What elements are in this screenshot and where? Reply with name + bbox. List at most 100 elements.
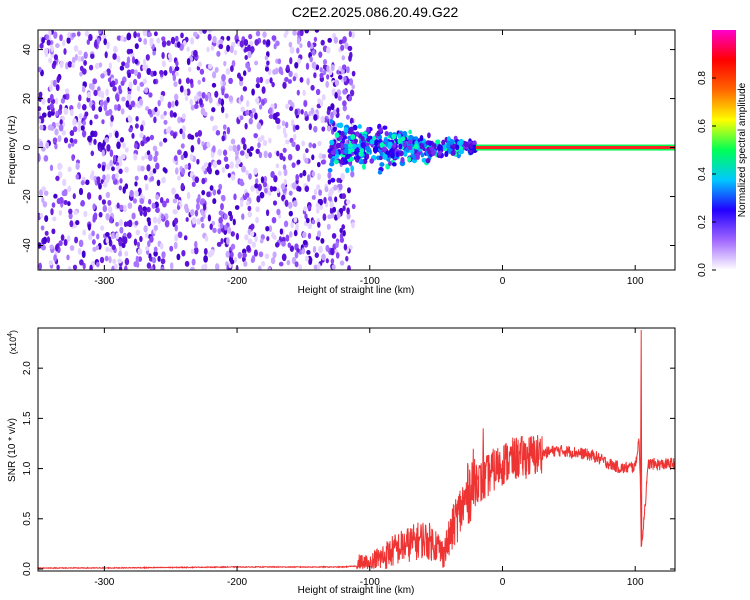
heatmap-cell	[146, 150, 151, 156]
heatmap-cell	[304, 157, 309, 164]
heatmap-cell	[217, 148, 223, 156]
heatmap-cell	[407, 139, 413, 145]
heatmap-cell	[98, 30, 102, 35]
heatmap-cell	[220, 203, 224, 211]
heatmap-cell	[193, 31, 198, 38]
heatmap-cell	[178, 78, 182, 85]
heatmap-cell	[169, 262, 174, 270]
heatmap-cell	[279, 152, 284, 161]
heatmap-cell	[174, 66, 180, 72]
heatmap-cell	[295, 173, 300, 181]
heatmap-cell	[93, 89, 98, 97]
heatmap-cell	[319, 67, 323, 73]
heatmap-cell	[105, 173, 111, 182]
heatmap-cell	[321, 153, 327, 159]
heatmap-cell	[309, 56, 313, 63]
heatmap-cell	[121, 61, 126, 67]
heatmap-cell	[141, 155, 145, 161]
heatmap-cell	[184, 260, 190, 267]
heatmap-cell	[222, 81, 227, 87]
heatmap-cell	[332, 126, 337, 132]
heatmap-cell	[311, 154, 315, 161]
heatmap-cell	[83, 210, 88, 218]
heatmap-cell	[280, 183, 286, 190]
heatmap-cell	[147, 108, 152, 115]
heatmap-cell	[253, 167, 258, 175]
heatmap-cell	[315, 202, 320, 209]
heatmap-cell	[427, 140, 433, 146]
heatmap-cell	[93, 40, 98, 49]
y-tick-label: 1.0	[22, 461, 33, 475]
heatmap-cell	[120, 108, 125, 115]
heatmap-cell	[86, 192, 92, 200]
snr-multiplier: (x104)	[7, 330, 18, 354]
heatmap-cell	[283, 168, 288, 177]
heatmap-cell	[306, 174, 311, 182]
heatmap-cell	[52, 60, 57, 66]
heatmap-cell	[231, 60, 236, 68]
heatmap-cell	[52, 137, 58, 144]
heatmap-cell	[229, 161, 235, 169]
heatmap-cell	[175, 60, 179, 67]
heatmap-cell	[41, 36, 45, 44]
heatmap-cell	[313, 188, 318, 197]
x-tick-label: -200	[227, 577, 247, 588]
heatmap-cell	[278, 66, 283, 75]
heatmap-cell	[153, 78, 157, 85]
heatmap-cell	[177, 149, 182, 156]
heatmap-cell	[174, 71, 179, 77]
heatmap-cell	[348, 95, 353, 102]
heatmap-cell	[179, 85, 184, 93]
heatmap-cell	[239, 199, 244, 208]
heatmap-cell	[268, 225, 273, 233]
heatmap-cell	[105, 212, 110, 221]
heatmap-cell	[212, 227, 217, 234]
heatmap-cell	[106, 96, 110, 103]
heatmap-cell	[214, 66, 219, 73]
heatmap-cell	[128, 81, 133, 89]
heatmap-cell	[148, 154, 153, 162]
heatmap-cell	[247, 44, 251, 51]
heatmap-x-label: Height of straight line (km)	[298, 285, 415, 296]
heatmap-cell	[149, 235, 154, 243]
heatmap-cell	[174, 234, 179, 242]
heatmap-cell	[218, 43, 224, 50]
heatmap-cell	[88, 233, 93, 241]
heatmap-cell	[320, 39, 325, 46]
heatmap-cell	[296, 37, 301, 45]
heatmap-cell	[115, 232, 120, 240]
heatmap-cell	[256, 122, 262, 130]
heatmap-cell	[318, 189, 323, 196]
heatmap-cell	[201, 189, 206, 196]
heatmap-cell	[257, 137, 263, 143]
heatmap-cell	[227, 210, 233, 217]
heatmap-cell	[286, 259, 291, 266]
heatmap-cell	[92, 213, 98, 221]
heatmap-cell	[272, 251, 277, 258]
heatmap-cell	[226, 237, 230, 245]
heatmap-cell	[134, 58, 139, 65]
heatmap-cell	[294, 108, 298, 116]
heatmap-cell	[124, 257, 130, 266]
heatmap-cell	[348, 126, 355, 133]
heatmap-cell	[133, 261, 138, 268]
heatmap-cell	[167, 52, 172, 60]
heatmap-cell	[181, 167, 186, 175]
heatmap-cell	[184, 203, 189, 211]
heatmap-cell	[123, 204, 127, 213]
heatmap-cell	[334, 159, 339, 165]
heatmap-cell	[288, 190, 293, 196]
heatmap-cell	[67, 61, 73, 68]
heatmap-cell	[282, 147, 287, 153]
heatmap-cell	[294, 251, 299, 259]
heatmap-cell	[330, 150, 336, 156]
heatmap-cell	[180, 154, 185, 161]
heatmap-cell	[373, 148, 378, 154]
heatmap-cell	[38, 189, 44, 197]
heatmap-cell	[292, 182, 297, 190]
heatmap-cell	[151, 256, 157, 264]
heatmap-cell	[43, 155, 49, 162]
heatmap-cell	[288, 70, 293, 78]
heatmap-cell	[230, 65, 234, 72]
heatmap-cell	[259, 191, 265, 199]
